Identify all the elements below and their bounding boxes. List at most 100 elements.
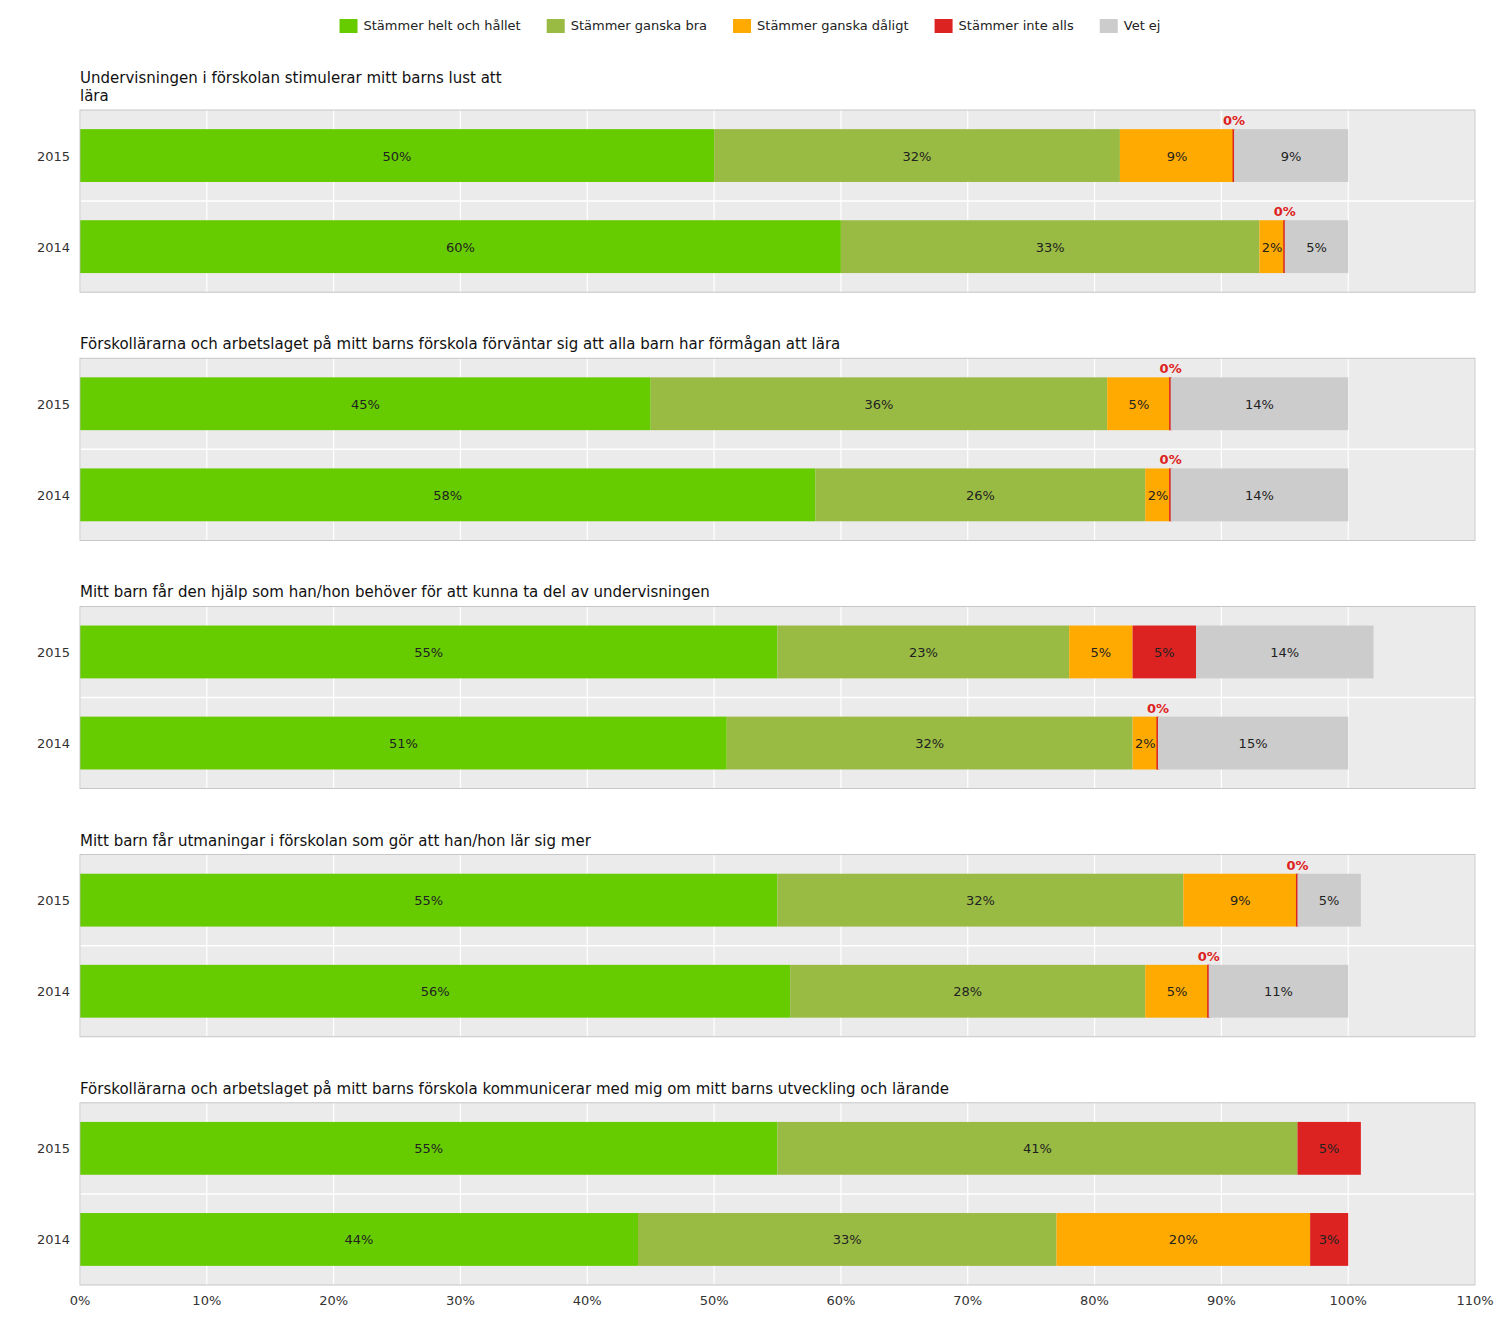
data-label: 44%	[345, 1232, 374, 1247]
bar-segment	[1133, 717, 1158, 770]
data-label: 33%	[833, 1232, 862, 1247]
bar-segment	[80, 965, 790, 1018]
title-line: Mitt barn får den hjälp som han/hon behö…	[80, 583, 710, 601]
data-label: 5%	[1319, 1141, 1340, 1156]
bar-segment	[816, 468, 1146, 521]
x-tick-label: 30%	[446, 1293, 475, 1308]
data-label: 41%	[1023, 1141, 1052, 1156]
bar-segment	[1120, 129, 1234, 182]
data-label: 9%	[1281, 149, 1302, 164]
data-label: 2%	[1148, 488, 1169, 503]
x-tick-label: 60%	[826, 1293, 855, 1308]
data-label: 0%	[1274, 204, 1296, 219]
bar-segment	[841, 220, 1260, 273]
y-tick-label: 2015	[37, 1141, 70, 1156]
data-label: 55%	[414, 1141, 443, 1156]
data-label: 11%	[1264, 984, 1293, 999]
data-labels: 55%41%5%44%33%20%3%	[345, 1141, 1340, 1247]
legend-swatch	[733, 19, 751, 33]
data-label: 20%	[1169, 1232, 1198, 1247]
legend-swatch	[547, 19, 565, 33]
data-label: 14%	[1245, 488, 1274, 503]
data-label: 33%	[1036, 240, 1065, 255]
panel-title: Förskollärarna och arbetslaget på mitt b…	[80, 1080, 949, 1098]
bar-segment	[790, 965, 1145, 1018]
data-label: 58%	[433, 488, 462, 503]
bar-segment	[714, 129, 1120, 182]
data-label: 9%	[1167, 149, 1188, 164]
data-label: 15%	[1239, 736, 1268, 751]
data-label: 55%	[414, 645, 443, 660]
bar-segment	[1171, 468, 1349, 521]
data-label: 0%	[1147, 701, 1169, 716]
bar-segment	[1158, 717, 1348, 770]
data-labels: 50%32%9%0%9%60%33%2%0%5%	[383, 113, 1327, 255]
y-tick-label: 2014	[37, 488, 70, 503]
bar-segment	[1310, 1213, 1348, 1266]
data-label: 0%	[1160, 361, 1182, 376]
plot-background	[80, 606, 1475, 788]
plot-background	[80, 110, 1475, 292]
data-label: 32%	[915, 736, 944, 751]
plot-frame	[80, 855, 1475, 1037]
bar-segment	[651, 377, 1108, 430]
data-label: 0%	[1286, 858, 1308, 873]
legend-item: Stämmer helt och hållet	[340, 18, 521, 33]
chart-canvas: Stämmer helt och hållet Stämmer ganska br…	[0, 0, 1500, 1343]
legend-item: Stämmer ganska bra	[547, 18, 707, 33]
legend-label: Stämmer ganska dåligt	[757, 18, 909, 33]
data-label: 9%	[1230, 893, 1251, 908]
y-tick-label: 2015	[37, 149, 70, 164]
bar-segment	[1107, 377, 1170, 430]
data-label: 32%	[903, 149, 932, 164]
x-tick-label: 90%	[1207, 1293, 1236, 1308]
data-label: 55%	[414, 893, 443, 908]
legend: Stämmer helt och hållet Stämmer ganska br…	[340, 18, 1161, 33]
panel: Förskollärarna och arbetslaget på mitt b…	[37, 335, 1475, 540]
x-tick-label: 10%	[192, 1293, 221, 1308]
x-tick-label: 70%	[953, 1293, 982, 1308]
legend-label: Stämmer ganska bra	[571, 18, 707, 33]
data-label: 60%	[446, 240, 475, 255]
x-tick-label: 20%	[319, 1293, 348, 1308]
plot-frame	[80, 606, 1475, 788]
data-label: 5%	[1091, 645, 1112, 660]
legend-label: Vet ej	[1124, 18, 1161, 33]
x-tick-label: 80%	[1080, 1293, 1109, 1308]
legend-label: Stämmer inte alls	[959, 18, 1074, 33]
data-labels: 55%32%9%0%5%56%28%5%0%11%	[414, 858, 1339, 1000]
panel: Förskollärarna och arbetslaget på mitt b…	[37, 1080, 1494, 1308]
bar-segment	[1069, 626, 1132, 679]
bar-segment	[778, 626, 1070, 679]
row-separator	[80, 200, 1475, 202]
bar-segment	[80, 626, 778, 679]
y-tick-label: 2014	[37, 736, 70, 751]
title-line: Undervisningen i förskolan stimulerar mi…	[80, 69, 502, 87]
data-label: 23%	[909, 645, 938, 660]
bar-segment	[1297, 874, 1360, 927]
panel-title: Förskollärarna och arbetslaget på mitt b…	[80, 335, 840, 353]
panel-title: Mitt barn får utmaningar i förskolan som…	[80, 832, 592, 850]
plot-background	[80, 358, 1475, 540]
bar-segment	[727, 717, 1133, 770]
bar-segment	[1209, 965, 1349, 1018]
y-tick-label: 2014	[37, 984, 70, 999]
data-label: 5%	[1167, 984, 1188, 999]
bar-segment	[80, 220, 841, 273]
panel: Undervisningen i förskolan stimulerar mi…	[37, 69, 1475, 292]
panel-title: Mitt barn får den hjälp som han/hon behö…	[80, 583, 710, 601]
data-label: 0%	[1223, 113, 1245, 128]
bar-segment	[1285, 220, 1348, 273]
data-labels: 45%36%5%0%14%58%26%2%0%14%	[351, 361, 1274, 503]
bar-segment	[1196, 626, 1374, 679]
bar-segment	[638, 1213, 1057, 1266]
bar-segment	[1133, 626, 1196, 679]
data-label: 2%	[1262, 240, 1283, 255]
row-separator	[80, 1193, 1475, 1195]
data-label: 36%	[865, 397, 894, 412]
row-separator	[80, 697, 1475, 699]
bar-segment	[1057, 1213, 1311, 1266]
row-separator	[80, 449, 1475, 451]
bar-segment	[1145, 468, 1170, 521]
data-label: 28%	[953, 984, 982, 999]
